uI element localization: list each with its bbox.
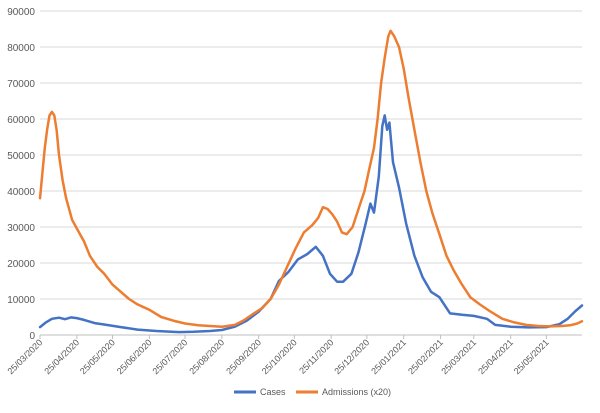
x-tick-label: 25/03/2020 [5, 337, 44, 376]
x-tick-label: 25/04/2021 [476, 337, 515, 376]
y-tick-label: 30000 [7, 223, 35, 234]
series-line-admissions [38, 29, 584, 328]
x-tick-label: 25/03/2021 [439, 337, 478, 376]
x-tick-label: 25/10/2020 [260, 337, 299, 376]
y-tick-label: 60000 [7, 115, 35, 126]
x-tick-label: 25/07/2020 [150, 337, 189, 376]
x-axis-ticks: 25/03/202025/04/202025/05/202025/06/2020… [5, 335, 551, 376]
gridlines [40, 10, 582, 336]
y-tick-label: 10000 [7, 295, 35, 306]
series-lines [38, 29, 584, 334]
x-tick-label: 25/09/2020 [224, 337, 263, 376]
x-tick-label: 25/05/2021 [512, 337, 551, 376]
y-tick-label: 50000 [7, 151, 35, 162]
y-tick-label: 90000 [7, 7, 35, 18]
y-tick-label: 20000 [7, 259, 35, 270]
legend: Cases Admissions (x20) [234, 387, 391, 397]
x-tick-label: 25/08/2020 [187, 337, 226, 376]
y-tick-label: 0 [29, 331, 35, 342]
y-tick-label: 80000 [7, 43, 35, 54]
y-tick-label: 70000 [7, 79, 35, 90]
legend-label: Admissions (x20) [322, 387, 391, 397]
x-tick-label: 25/02/2021 [406, 337, 445, 376]
x-tick-label: 25/01/2021 [369, 337, 408, 376]
y-tick-label: 40000 [7, 187, 35, 198]
legend-label: Cases [260, 387, 286, 397]
x-tick-label: 25/04/2020 [42, 337, 81, 376]
series-line-cases [38, 114, 584, 334]
x-tick-label: 25/05/2020 [78, 337, 117, 376]
x-tick-label: 25/11/2020 [297, 337, 335, 375]
x-tick-label: 25/12/2020 [332, 337, 371, 376]
x-tick-label: 25/06/2020 [115, 337, 154, 376]
y-axis-ticks: 0 10000 20000 30000 40000 50000 60000 70000 8000… [7, 7, 35, 342]
